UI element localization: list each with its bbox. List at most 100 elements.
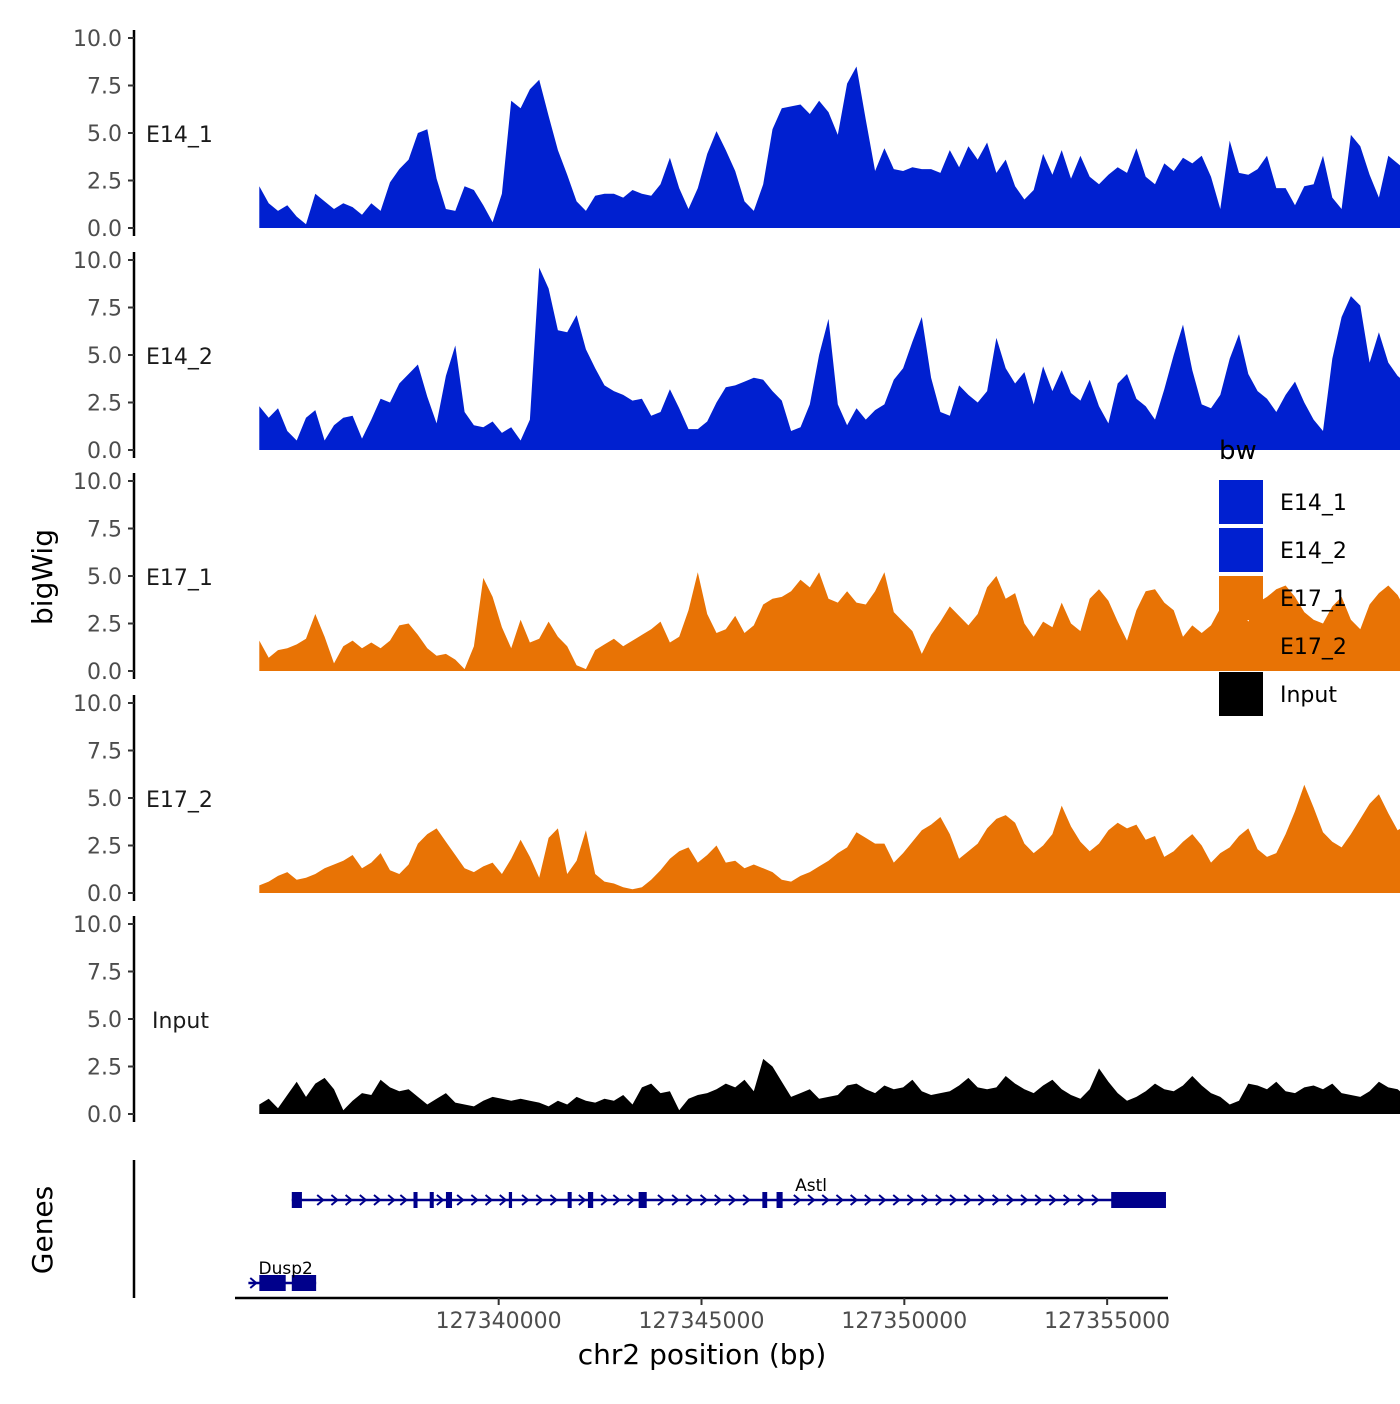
track-label: E17_2 bbox=[146, 788, 213, 813]
legend-swatch-e14-2 bbox=[1219, 528, 1263, 572]
strand-arrow bbox=[935, 1194, 944, 1206]
strand-arrow bbox=[399, 1194, 408, 1206]
y-tick-label: 10.0 bbox=[73, 27, 122, 52]
strand-arrow bbox=[728, 1194, 737, 1206]
strand-arrow bbox=[373, 1194, 382, 1206]
strand-arrow bbox=[316, 1194, 325, 1206]
gene-exon bbox=[291, 1275, 317, 1291]
gene-label: Dusp2 bbox=[259, 1259, 313, 1279]
y-tick-label: 2.5 bbox=[87, 392, 122, 417]
y-tick-label: 2.5 bbox=[87, 170, 122, 195]
strand-arrow bbox=[977, 1194, 986, 1206]
x-tick-label: 127355000 bbox=[1044, 1309, 1170, 1334]
legend-label: E17_2 bbox=[1280, 635, 1347, 660]
strand-arrow bbox=[1062, 1194, 1072, 1206]
strand-arrow bbox=[821, 1194, 830, 1206]
strand-arrow bbox=[671, 1194, 680, 1206]
strand-arrow bbox=[807, 1194, 816, 1206]
signal-area-e14-1 bbox=[259, 66, 1400, 228]
strand-arrow bbox=[344, 1194, 354, 1206]
x-axis: 127340000 127345000 127350000 127355000 bbox=[235, 1296, 1170, 1334]
strand-arrow bbox=[470, 1194, 479, 1206]
legend-title: bw bbox=[1219, 436, 1257, 466]
strand-arrow bbox=[249, 1277, 258, 1289]
track-panel-e14-2: 0.0 2.5 5.0 7.5 10.0 E14_2 bbox=[73, 249, 1400, 464]
strand-arrow bbox=[484, 1194, 494, 1206]
strand-arrow bbox=[535, 1194, 544, 1206]
signal-area-e17-2 bbox=[259, 784, 1400, 893]
strand-arrow bbox=[864, 1194, 873, 1206]
strand-arrow bbox=[849, 1194, 859, 1206]
strand-arrow bbox=[906, 1194, 915, 1206]
legend-swatch-e14-1 bbox=[1219, 480, 1263, 524]
strand-arrow bbox=[456, 1194, 465, 1206]
genes-panel: Astl Dusp2 bbox=[132, 1160, 1166, 1298]
strand-arrow bbox=[436, 1194, 445, 1206]
y-tick-label: 7.5 bbox=[87, 75, 122, 100]
y-tick-label: 2.5 bbox=[87, 835, 122, 860]
y-tick-label: 5.0 bbox=[87, 1008, 122, 1033]
strand-arrow bbox=[387, 1194, 396, 1206]
strand-arrow bbox=[330, 1194, 339, 1206]
y-tick-label: 0.0 bbox=[87, 1103, 122, 1128]
strand-arrow bbox=[991, 1194, 1001, 1206]
strand-arrow bbox=[920, 1194, 930, 1206]
strand-arrow bbox=[685, 1194, 694, 1206]
track-panel-e17-1: 0.0 2.5 5.0 7.5 10.0 E17_1 bbox=[73, 470, 1400, 685]
gene-astl: Astl bbox=[291, 1176, 1166, 1208]
track-label: E17_1 bbox=[146, 566, 213, 591]
y-tick-label: 10.0 bbox=[73, 692, 122, 717]
legend-label: E14_2 bbox=[1280, 539, 1347, 564]
track-label: Input bbox=[152, 1009, 209, 1034]
gene-exon bbox=[259, 1275, 286, 1291]
legend-swatch-input bbox=[1219, 672, 1263, 716]
y-tick-label: 0.0 bbox=[87, 660, 122, 685]
y-tick-label: 5.0 bbox=[87, 787, 122, 812]
strand-arrow bbox=[657, 1194, 666, 1206]
strand-arrow bbox=[742, 1194, 751, 1206]
strand-arrow bbox=[521, 1194, 530, 1206]
x-tick-label: 127340000 bbox=[436, 1309, 562, 1334]
gene-exon bbox=[776, 1192, 783, 1208]
gene-exon bbox=[429, 1192, 434, 1208]
gene-exon bbox=[638, 1192, 647, 1208]
strand-arrow bbox=[1034, 1194, 1043, 1206]
signal-area-input bbox=[259, 1058, 1400, 1114]
legend: bw E14_1 E14_2 E17_1 E17_2 Input bbox=[1219, 436, 1347, 716]
genes-axis-label: Genes bbox=[26, 1186, 59, 1274]
x-tick-label: 127345000 bbox=[639, 1309, 765, 1334]
track-panel-input: 0.0 2.5 5.0 7.5 10.0 Input bbox=[73, 913, 1400, 1128]
y-tick-label: 7.5 bbox=[87, 740, 122, 765]
track-panel-e14-1: 0.0 2.5 5.0 7.5 10.0 E14_1 bbox=[73, 27, 1400, 242]
gene-exon bbox=[587, 1192, 594, 1208]
strand-arrow bbox=[714, 1194, 723, 1206]
y-tick-label: 0.0 bbox=[87, 217, 122, 242]
track-panels: 0.0 2.5 5.0 7.5 10.0 E14_1 0.0 2.5 5.0 7.5 10.0 E14… bbox=[73, 27, 1400, 1128]
gene-exon bbox=[567, 1192, 572, 1208]
x-axis-label: chr2 position (bp) bbox=[578, 1338, 827, 1371]
legend-label: E14_1 bbox=[1280, 491, 1347, 516]
y-tick-label: 0.0 bbox=[87, 439, 122, 464]
signal-area-e14-2 bbox=[259, 267, 1400, 450]
y-tick-label: 10.0 bbox=[73, 249, 122, 274]
track-panel-e17-2: 0.0 2.5 5.0 7.5 10.0 E17_2 bbox=[73, 692, 1400, 907]
y-tick-label: 0.0 bbox=[87, 882, 122, 907]
strand-arrow bbox=[1077, 1194, 1086, 1206]
gene-exon bbox=[508, 1192, 513, 1208]
strand-arrow bbox=[699, 1194, 709, 1206]
strand-arrow bbox=[600, 1194, 609, 1206]
strand-arrow bbox=[626, 1194, 636, 1206]
strand-arrow bbox=[578, 1194, 587, 1206]
y-tick-label: 2.5 bbox=[87, 1056, 122, 1081]
y-tick-label: 5.0 bbox=[87, 565, 122, 590]
strand-arrow bbox=[1006, 1194, 1015, 1206]
gene-label: Astl bbox=[795, 1176, 827, 1196]
y-axis-label: bigWig bbox=[26, 529, 59, 625]
y-tick-label: 5.0 bbox=[87, 344, 122, 369]
y-tick-label: 7.5 bbox=[87, 961, 122, 986]
gene-exon bbox=[291, 1192, 302, 1208]
legend-label: E17_1 bbox=[1280, 587, 1347, 612]
y-tick-label: 7.5 bbox=[87, 297, 122, 322]
